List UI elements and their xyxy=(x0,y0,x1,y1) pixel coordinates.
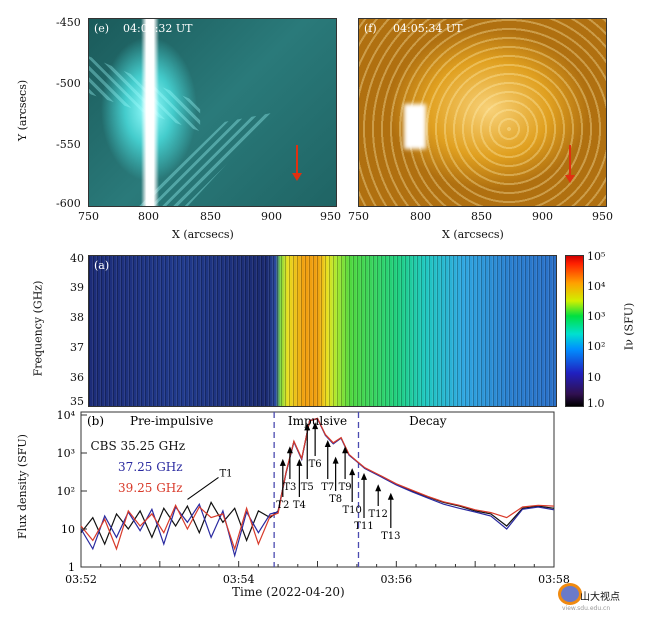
arrow-head-icon xyxy=(332,456,339,464)
y-axis-label: Flux density (SFU) xyxy=(15,434,29,539)
annotation-arrow xyxy=(187,477,219,500)
arrow-head-icon xyxy=(387,492,394,500)
dynamic-spectrum-heatmap: (a) xyxy=(88,255,557,407)
phase-label: Decay xyxy=(409,414,447,428)
colorbar-tick: 1.0 xyxy=(587,397,605,410)
x-axis-label: Time (2022-04-20) xyxy=(232,585,345,599)
colorbar-tick: 10² xyxy=(587,340,606,353)
arrow-head-icon xyxy=(312,422,319,430)
arrow-head-icon xyxy=(279,458,286,466)
x-tick: 850 xyxy=(471,210,492,223)
y-tick-label: 1 xyxy=(68,561,75,574)
legend-entry: 37.25 GHz xyxy=(118,460,183,474)
x-tick-label: 03:56 xyxy=(380,573,412,586)
arrow-head-icon xyxy=(296,458,303,466)
colorbar-tick: 10³ xyxy=(587,310,606,323)
x-tick: 900 xyxy=(532,210,553,223)
y-tick: -550 xyxy=(56,138,81,151)
arrow-head-icon xyxy=(342,446,349,454)
aia-image-panel-e: (e) 04:05:32 UT xyxy=(88,18,337,207)
y-tick: 38 xyxy=(70,311,84,324)
annotation-label: T3 xyxy=(283,482,296,493)
y-tick: 35 xyxy=(70,395,84,408)
panel-label: (f) xyxy=(364,22,377,35)
annotation-label: T6 xyxy=(309,459,322,470)
annotation-label: T12 xyxy=(368,509,387,520)
phase-label: Impulsive xyxy=(288,414,347,428)
series-line-2 xyxy=(80,417,555,551)
colorbar-tick: 10⁴ xyxy=(587,280,606,293)
panel-label: (e) xyxy=(94,22,110,35)
x-tick-label: 03:58 xyxy=(538,573,570,586)
y-tick: -450 xyxy=(56,16,81,29)
x-tick: 750 xyxy=(78,210,99,223)
y-tick-label: 10³ xyxy=(57,447,75,460)
y-tick-label: 10² xyxy=(57,485,75,498)
y-axis-label: Frequency (GHz) xyxy=(31,280,45,377)
panel-label: (a) xyxy=(94,259,110,272)
annotation-label: T4 xyxy=(293,500,306,511)
image-time: 04:05:32 UT xyxy=(123,22,193,35)
annotation-label: T10 xyxy=(342,505,361,516)
y-tick-label: 10 xyxy=(61,523,75,536)
x-axis-label: X (arcsecs) xyxy=(442,228,504,241)
panel-label: (b) xyxy=(87,414,104,428)
arrow-head-icon xyxy=(349,468,356,476)
red-arrow-icon xyxy=(292,145,302,181)
colorbar xyxy=(565,255,584,407)
y-tick: -600 xyxy=(56,197,81,210)
arrow-head-icon xyxy=(375,484,382,492)
legend-entry: CBS 35.25 GHz xyxy=(90,439,185,453)
arrow-head-icon xyxy=(361,472,368,480)
colorbar-tick: 10⁵ xyxy=(587,250,606,263)
annotation-label: T7 xyxy=(321,482,334,493)
arrow-head-icon xyxy=(324,439,331,447)
annotation-label: T13 xyxy=(381,531,400,542)
y-tick: -500 xyxy=(56,77,81,90)
x-tick-label: 03:54 xyxy=(223,573,255,586)
annotation-label: T2 xyxy=(276,500,289,511)
annotation-label: T11 xyxy=(354,521,373,532)
y-tick: 37 xyxy=(70,341,84,354)
flux-density-chart: 1 10 10² 10³ 10⁴ 03:52 03:54 03:56 03:58 (b) Pre-i… xyxy=(57,409,570,586)
annotation-label: T9 xyxy=(339,482,352,493)
arrow-head-icon xyxy=(286,446,293,454)
phase-label: Pre-impulsive xyxy=(130,414,213,428)
y-tick-label: 10⁴ xyxy=(57,409,76,422)
colorbar-tick: 10 xyxy=(587,371,601,384)
x-tick: 850 xyxy=(200,210,221,223)
x-tick: 950 xyxy=(320,210,341,223)
aia-image-panel-f: (f) 04:05:34 UT xyxy=(358,18,607,207)
annotation-label: T1 xyxy=(219,468,232,479)
annotation-label: T8 xyxy=(329,494,342,505)
annotation-label: T5 xyxy=(301,482,314,493)
y-tick: 40 xyxy=(70,252,84,265)
x-tick: 950 xyxy=(592,210,613,223)
colorbar-label: Iν (SFU) xyxy=(622,302,636,351)
red-arrow-icon xyxy=(565,145,575,183)
watermark-name: 山大视点 xyxy=(580,592,620,603)
y-tick: 39 xyxy=(70,281,84,294)
arrow-head-icon xyxy=(304,423,311,431)
watermark-logo-icon xyxy=(558,583,582,605)
legend-entry: 39.25 GHz xyxy=(118,481,183,495)
x-tick: 800 xyxy=(138,210,159,223)
x-tick: 900 xyxy=(261,210,282,223)
watermark-url: view.sdu.edu.cn xyxy=(562,605,611,612)
x-tick-label: 03:52 xyxy=(65,573,97,586)
x-axis-label: X (arcsecs) xyxy=(172,228,234,241)
y-axis-label: Y (arcsecs) xyxy=(16,79,30,142)
x-tick: 750 xyxy=(348,210,369,223)
x-tick: 800 xyxy=(410,210,431,223)
y-tick: 36 xyxy=(70,371,84,384)
image-time: 04:05:34 UT xyxy=(393,22,463,35)
